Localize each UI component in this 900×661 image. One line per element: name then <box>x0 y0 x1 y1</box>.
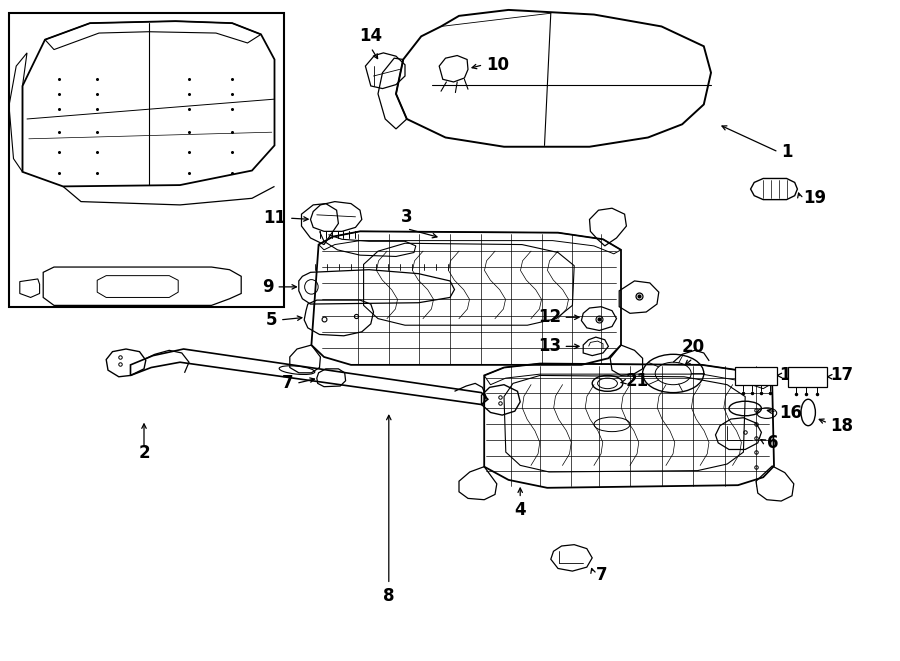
Text: 15: 15 <box>779 366 803 385</box>
Text: 10: 10 <box>486 56 509 74</box>
Text: 20: 20 <box>681 338 705 356</box>
Text: 1: 1 <box>781 143 793 161</box>
Text: 19: 19 <box>803 189 826 208</box>
FancyBboxPatch shape <box>788 367 827 387</box>
Text: 13: 13 <box>538 337 562 356</box>
Text: 16: 16 <box>779 404 803 422</box>
Text: 7: 7 <box>282 374 293 393</box>
Text: 8: 8 <box>383 587 394 605</box>
Text: 21: 21 <box>626 371 649 390</box>
Text: 7: 7 <box>596 566 608 584</box>
Text: 12: 12 <box>538 308 562 327</box>
Text: 5: 5 <box>266 311 277 329</box>
Text: 6: 6 <box>767 434 778 452</box>
Bar <box>9 13 284 307</box>
Text: 18: 18 <box>830 416 853 435</box>
FancyBboxPatch shape <box>735 367 777 385</box>
Text: 11: 11 <box>263 209 286 227</box>
Text: 9: 9 <box>262 278 274 296</box>
Text: 4: 4 <box>515 501 526 519</box>
Text: 17: 17 <box>830 366 853 385</box>
Text: 3: 3 <box>401 208 412 226</box>
Text: 14: 14 <box>359 27 382 45</box>
Text: 2: 2 <box>139 444 149 462</box>
